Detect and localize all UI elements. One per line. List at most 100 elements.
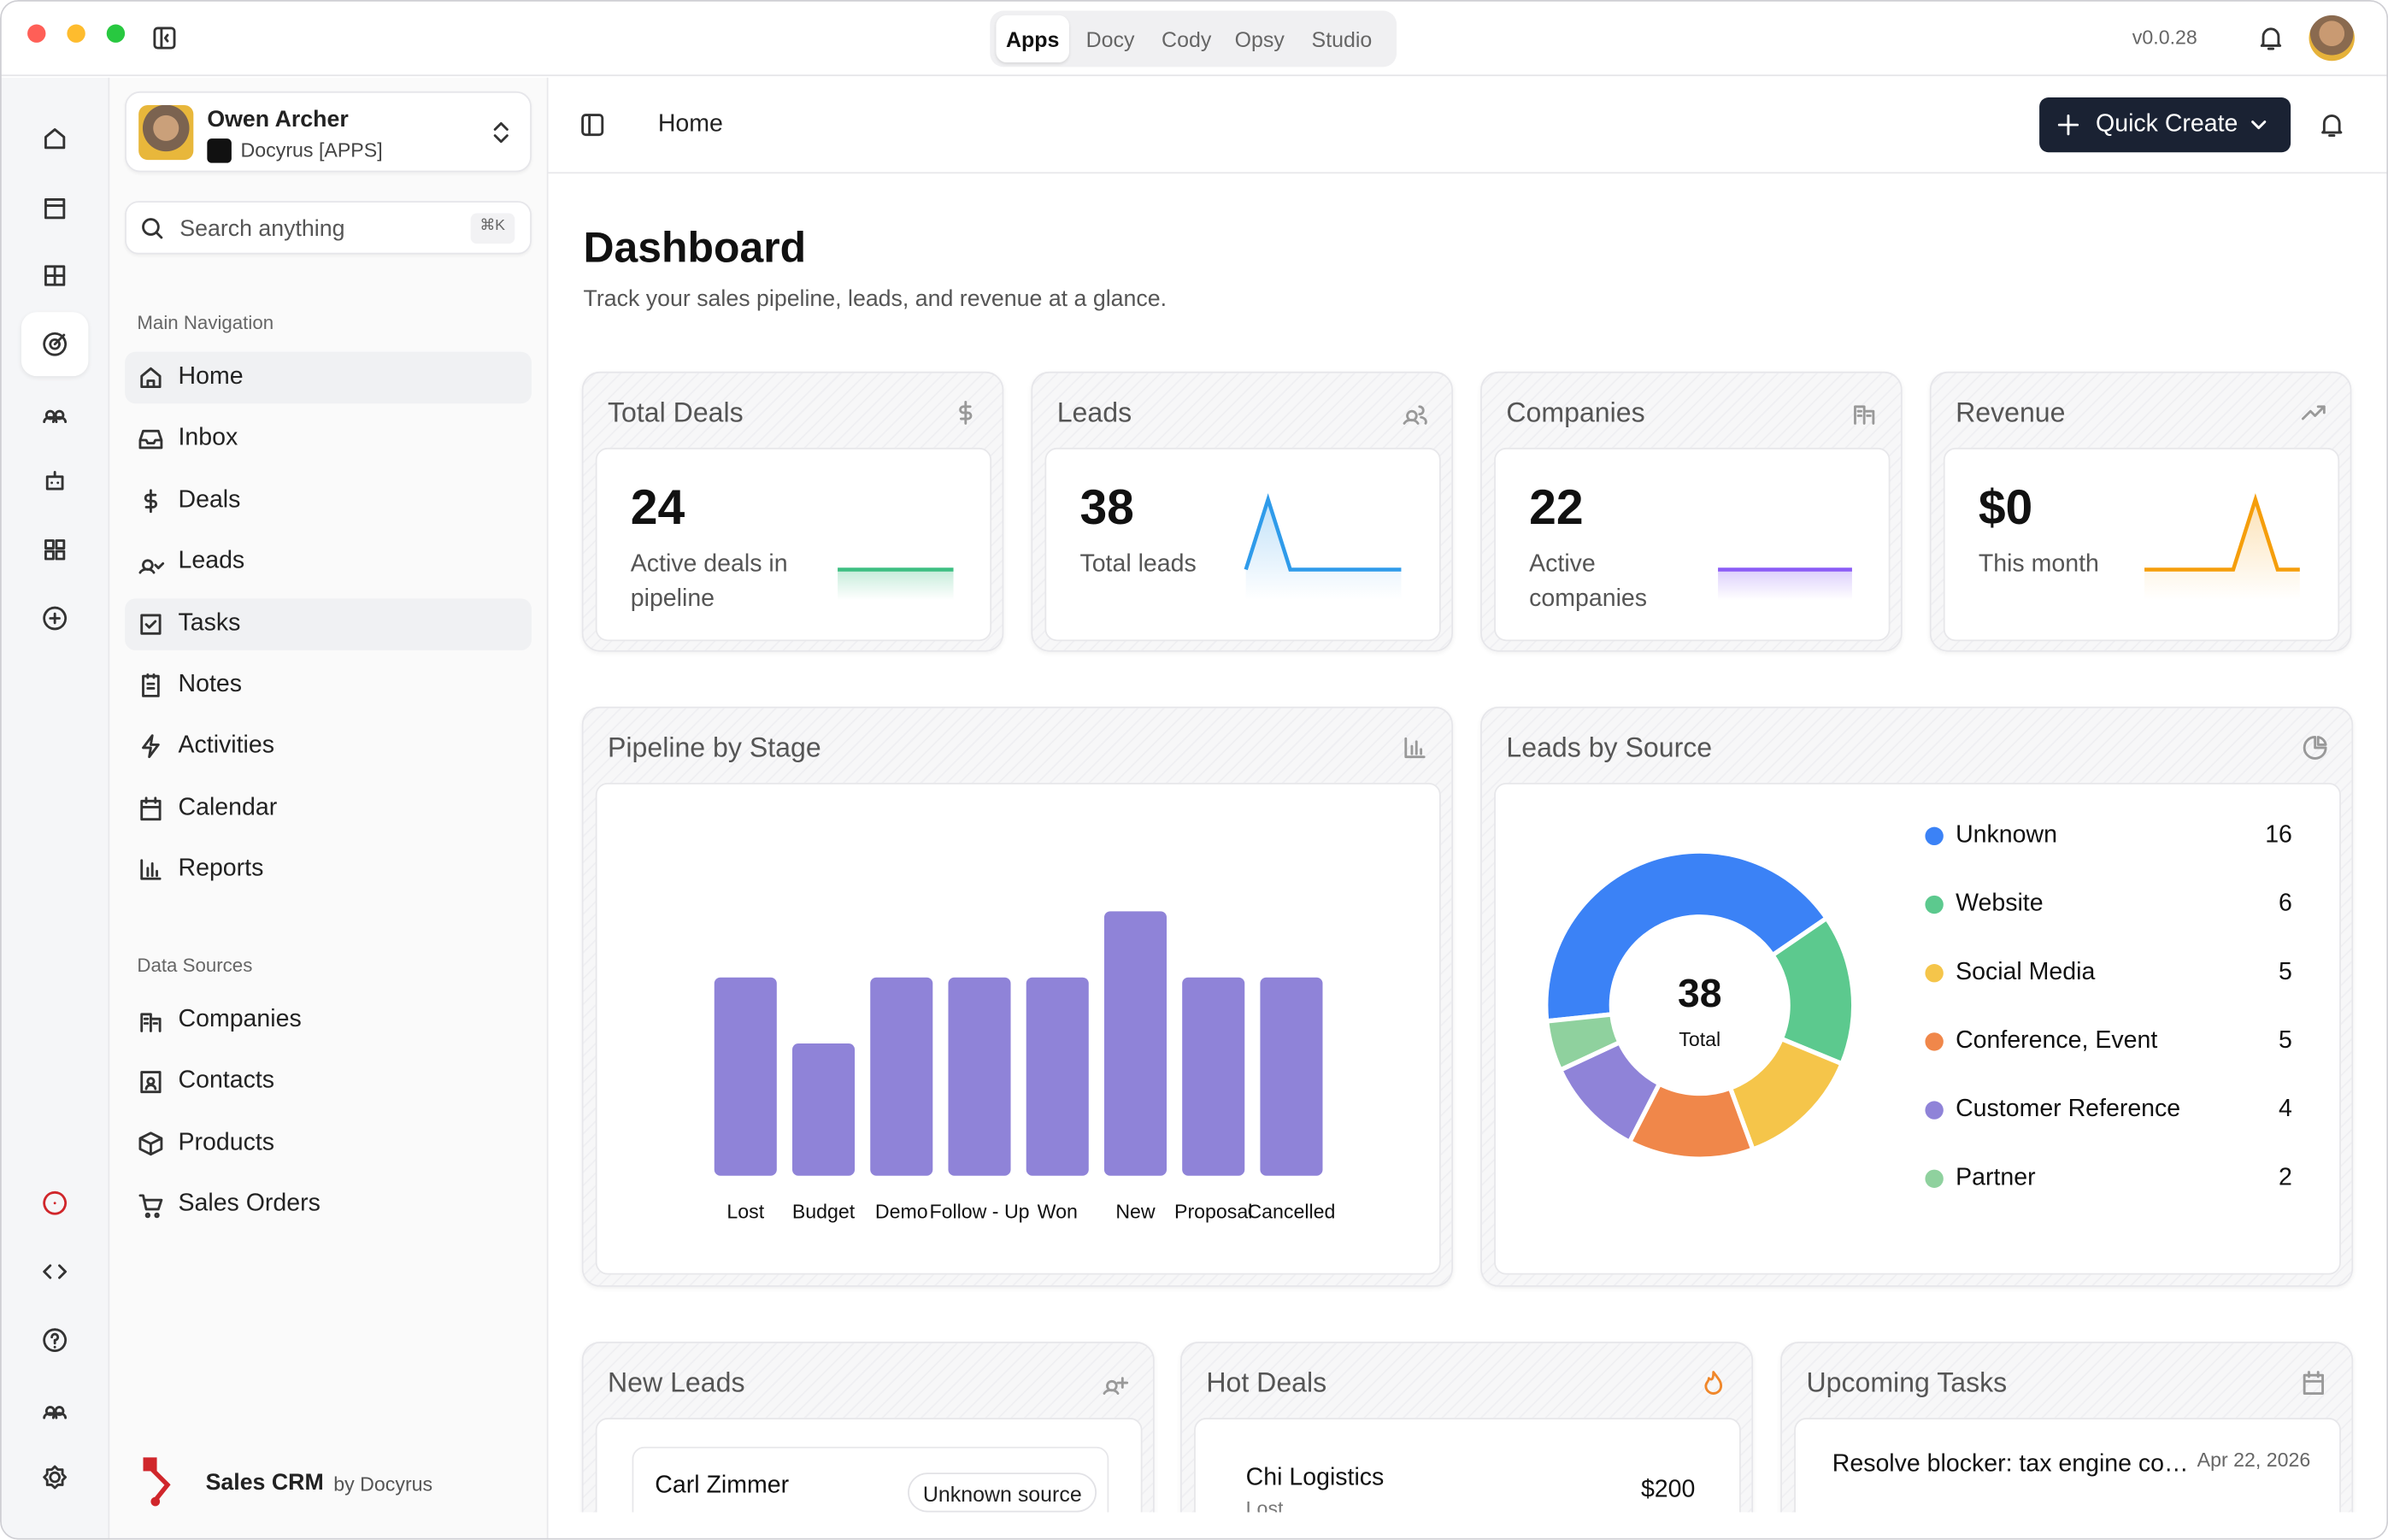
legend-label[interactable]: Conference, Event: [1956, 1027, 2158, 1055]
nav-item[interactable]: Companies: [125, 995, 532, 1047]
app-tab[interactable]: Opsy: [1234, 27, 1285, 52]
card-title: Hot Deals: [1206, 1367, 1327, 1398]
search-box[interactable]: Search anything ⌘K: [125, 201, 532, 255]
rail-icon: [43, 1406, 68, 1420]
icon-shape: [2301, 405, 2326, 420]
rail-icon: [44, 265, 66, 286]
user-card[interactable]: Owen Archer Docyrus [APPS]: [125, 91, 532, 173]
legend-value: 5: [2279, 959, 2292, 985]
icon-shape: [43, 1406, 68, 1420]
nav-item[interactable]: Sales Orders: [125, 1179, 532, 1231]
icon-shape: [43, 1465, 68, 1490]
nav-label: Notes: [178, 671, 242, 698]
nav-icon: [142, 734, 160, 759]
app-tab[interactable]: Apps: [996, 15, 1069, 63]
rail-icon: [43, 1190, 68, 1215]
nav-label: Sales Orders: [178, 1190, 321, 1218]
deal-name[interactable]: Chi Logistics: [1245, 1465, 1385, 1491]
nav-item[interactable]: Contacts: [125, 1056, 532, 1108]
nav-icon: [138, 1131, 163, 1155]
rail-icon: [44, 539, 66, 561]
icon-shape: [45, 470, 64, 491]
search-placeholder: Search anything: [179, 216, 345, 243]
card-body: Resolve blocker: tax engine co… Apr 22, 2…: [1794, 1418, 2341, 1513]
icon-shape: [1403, 405, 1427, 425]
lead-row[interactable]: Carl Zimmer Unknown source: [632, 1446, 1109, 1513]
legend-label[interactable]: Website: [1956, 890, 2044, 917]
stat-caption: Active deals in pipeline: [630, 551, 788, 613]
nav-icon: [140, 1013, 162, 1032]
list-card: New Leads Carl Zimmer Unknown source: [581, 1341, 1155, 1513]
icon-shape: [142, 734, 160, 759]
switch-icon: [493, 121, 509, 144]
nav-icon: [140, 859, 162, 880]
stat-value: 38: [1079, 479, 1134, 535]
legend-dot: [1925, 1169, 1944, 1188]
brand-name: Sales CRM: [205, 1469, 324, 1496]
app-tab[interactable]: Cody: [1162, 27, 1212, 52]
rail-icon: [43, 1328, 68, 1352]
icon-shape: [43, 409, 68, 424]
card-title: Leads by Source: [1506, 732, 1713, 763]
nav-icon: [138, 1194, 163, 1219]
rail-icon: [44, 128, 66, 150]
card-body: Chi Logistics Lost $200: [1194, 1418, 1741, 1513]
stat-icon: [1854, 405, 1875, 425]
nav-item[interactable]: Leads: [125, 537, 532, 589]
stat-icon: [959, 401, 973, 425]
version: v0.0.28: [2132, 26, 2197, 50]
quick-create-button[interactable]: Quick Create: [2039, 97, 2291, 153]
icon-shape: [140, 859, 162, 880]
nav-item[interactable]: Inbox: [125, 414, 532, 466]
app-tab[interactable]: Docy: [1085, 27, 1135, 52]
close-button[interactable]: [27, 24, 46, 43]
nav-item[interactable]: Products: [125, 1118, 532, 1170]
stat-body: 24 Active deals in pipeline: [595, 447, 992, 642]
nav-item[interactable]: Notes: [125, 660, 532, 712]
app-tab[interactable]: Studio: [1311, 27, 1373, 52]
legend-dot: [1925, 964, 1944, 983]
stat-card: Leads 38 Total leads: [1031, 371, 1454, 652]
nav-item[interactable]: Deals: [125, 475, 532, 527]
card-body: Carl Zimmer Unknown source: [595, 1418, 1143, 1513]
avatar[interactable]: [2309, 15, 2355, 62]
nav-item[interactable]: Reports: [125, 844, 532, 896]
workspace: Docyrus [APPS]: [240, 138, 383, 162]
nav-item[interactable]: Calendar: [125, 783, 532, 835]
legend-label[interactable]: Customer Reference: [1956, 1096, 2181, 1123]
task-title[interactable]: Resolve blocker: tax engine co…: [1832, 1451, 2189, 1478]
legend-label[interactable]: Social Media: [1956, 959, 2096, 985]
stat-caption: Active companies: [1529, 551, 1648, 613]
rail-icon: [44, 198, 66, 220]
notifications[interactable]: [2257, 25, 2285, 52]
brand-by: by Docyrus: [333, 1472, 433, 1496]
search-icon: [142, 218, 163, 239]
nav-label: Home: [178, 363, 244, 391]
nav-item[interactable]: Home: [125, 351, 532, 404]
nav-item[interactable]: Tasks: [125, 597, 532, 650]
workspace-logo: [207, 138, 232, 163]
nav-label: Leads: [178, 548, 245, 575]
rail-icon: [43, 332, 68, 356]
icon-shape: [43, 606, 68, 631]
card-title: New Leads: [608, 1367, 745, 1398]
brand-logo: [143, 1457, 171, 1507]
panel-toggle[interactable]: [580, 113, 605, 138]
legend-dot: [1925, 895, 1944, 914]
card-icon: [2303, 1371, 2324, 1395]
icon-shape: [140, 367, 162, 389]
header-notifications[interactable]: [2318, 111, 2345, 138]
nav-item[interactable]: Activities: [125, 721, 532, 773]
sidebar-toggle[interactable]: [152, 26, 177, 50]
chart-card: Leads by Source: [1480, 706, 2354, 1287]
legend-label[interactable]: Partner: [1956, 1165, 2036, 1191]
deal-stage: Lost: [1245, 1496, 1284, 1513]
stat-card: Companies 22 Active companies: [1480, 371, 1903, 652]
stat-value: $0: [1978, 479, 2033, 535]
minimize-button[interactable]: [67, 24, 85, 43]
card-icon: [1103, 1377, 1129, 1395]
maximize-button[interactable]: [106, 24, 126, 43]
legend-label[interactable]: Unknown: [1956, 822, 2057, 849]
